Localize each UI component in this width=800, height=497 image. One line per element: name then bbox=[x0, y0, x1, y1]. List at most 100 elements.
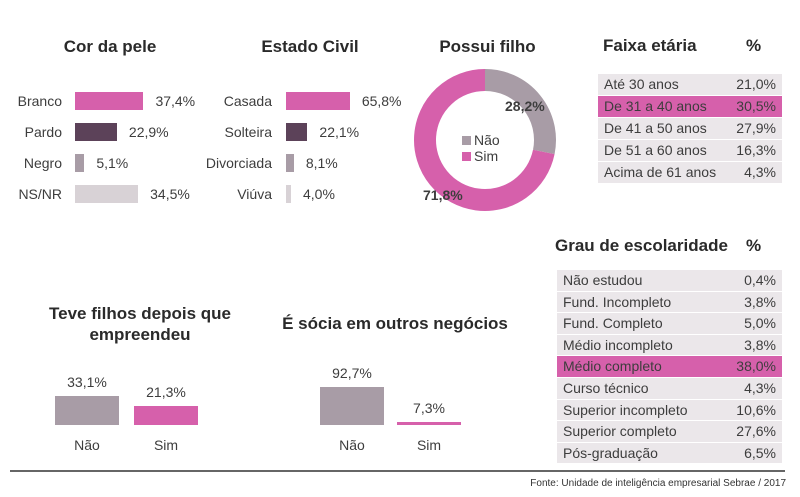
chart-title-cor-da-pele: Cor da pele bbox=[63, 37, 157, 56]
bar-value-nao: 33,1% bbox=[67, 374, 107, 391]
bar-value-solteira: 22,1% bbox=[319, 124, 360, 140]
bar-value-negro: 5,1% bbox=[96, 155, 129, 171]
bar-label-negro: Negro bbox=[23, 155, 62, 171]
table-header-percent-escolaridade: % bbox=[746, 236, 762, 255]
bar-label-divorciada: Divorciada bbox=[205, 155, 272, 171]
bar-value-viuva: 4,0% bbox=[303, 186, 335, 202]
row-value: 21,0% bbox=[736, 76, 776, 92]
bar-value-divorciada: 8,1% bbox=[305, 155, 338, 171]
row-label: Até 30 anos bbox=[604, 76, 679, 92]
row-value: 6,5% bbox=[744, 444, 776, 461]
row-value: 3,8% bbox=[744, 336, 776, 353]
row-label: Médio incompleto bbox=[563, 336, 673, 353]
table-row: Superior completo 27,6% bbox=[557, 421, 782, 443]
bar-value-ns-nr: 34,5% bbox=[150, 186, 190, 202]
table-row: De 41 a 50 anos 27,9% bbox=[598, 118, 782, 140]
bar-value-branco: 37,4% bbox=[155, 93, 196, 109]
donut-slice-nao bbox=[484, 69, 556, 155]
legend-label-sim: Sim bbox=[474, 148, 499, 164]
bar-pardo bbox=[75, 123, 117, 141]
legend-entry-sim: Sim bbox=[462, 148, 500, 164]
table-row: De 51 a 60 anos 16,3% bbox=[598, 140, 782, 162]
bar-sim bbox=[397, 422, 461, 425]
bar-ns-nr bbox=[75, 185, 139, 203]
row-label: De 41 a 50 anos bbox=[604, 120, 707, 136]
row-value: 38,0% bbox=[736, 358, 776, 375]
row-value: 27,6% bbox=[736, 423, 776, 440]
table-row: Fund. Incompleto 3,8% bbox=[557, 291, 782, 314]
source-note: Fonte: Unidade de inteligência empresari… bbox=[530, 478, 786, 489]
donut-value-nao: 28,2% bbox=[505, 98, 545, 114]
table-row: De 31 a 40 anos 30,5% bbox=[598, 96, 782, 118]
bar-label-ns-nr: NS/NR bbox=[18, 186, 62, 202]
row-label: De 31 a 40 anos bbox=[604, 98, 707, 114]
row-value: 30,5% bbox=[736, 98, 776, 114]
legend-label-nao: Não bbox=[474, 132, 500, 148]
bar-viuva bbox=[286, 185, 291, 203]
bar-label-solteira: Solteira bbox=[224, 124, 272, 140]
row-label: Curso técnico bbox=[563, 380, 649, 396]
table-row: Fund. Completo 5,0% bbox=[557, 313, 782, 335]
bar-solteira bbox=[286, 123, 308, 141]
donut-value-sim: 71,8% bbox=[423, 187, 463, 203]
table-row: Pós-graduação 6,5% bbox=[557, 442, 782, 465]
table-row: Não estudou 0,4% bbox=[557, 270, 782, 292]
row-label: Médio completo bbox=[563, 358, 662, 375]
chart-title-socia: É sócia em outros negócios bbox=[282, 314, 508, 333]
bar-value-nao: 92,7% bbox=[332, 364, 372, 381]
row-label: Fund. Completo bbox=[563, 315, 663, 332]
legend-swatch-nao bbox=[462, 136, 471, 145]
donut-legend: Não Sim bbox=[462, 132, 500, 164]
bar-negro bbox=[75, 154, 85, 172]
bar-nao bbox=[320, 386, 384, 425]
bar-label-nao: Não bbox=[339, 437, 365, 453]
table-row: Médio incompleto 3,8% bbox=[557, 334, 782, 357]
bar-value-sim: 7,3% bbox=[413, 400, 445, 416]
chart-title-estado-civil: Estado Civil bbox=[261, 37, 359, 56]
table-row: Superior incompleto 10,6% bbox=[557, 399, 782, 422]
bar-label-pardo: Pardo bbox=[24, 124, 62, 140]
row-label: Acima de 61 anos bbox=[604, 164, 717, 180]
table-row: Médio completo 38,0% bbox=[557, 356, 782, 378]
bar-label-sim: Sim bbox=[416, 437, 442, 453]
row-label: Superior incompleto bbox=[563, 401, 688, 418]
bar-casada bbox=[286, 92, 350, 110]
row-value: 16,3% bbox=[736, 142, 776, 158]
chart-title-teve-filhos: Teve filhos depois que empreendeu bbox=[49, 304, 231, 344]
legend-swatch-sim bbox=[462, 152, 471, 161]
bar-value-casada: 65,8% bbox=[361, 93, 402, 109]
bar-value-sim: 21,3% bbox=[146, 384, 186, 401]
table-title-faixa-etaria: Faixa etária bbox=[603, 36, 697, 55]
row-label: Superior completo bbox=[563, 423, 677, 440]
table-header-percent-faixa: % bbox=[746, 36, 762, 55]
bar-label-sim: Sim bbox=[153, 437, 179, 453]
bar-sim bbox=[134, 406, 198, 425]
bar-nao bbox=[55, 396, 119, 425]
row-label: Fund. Incompleto bbox=[563, 293, 672, 310]
bar-value-pardo: 22,9% bbox=[128, 124, 169, 140]
table-title-escolaridade: Grau de escolaridade bbox=[555, 236, 728, 255]
row-value: 5,0% bbox=[744, 315, 776, 332]
footer-divider bbox=[10, 470, 785, 472]
bar-divorciada bbox=[286, 154, 294, 172]
row-label: Não estudou bbox=[563, 272, 643, 288]
bar-label-nao: Não bbox=[74, 437, 100, 453]
chart-possui-filho-donut bbox=[414, 69, 556, 211]
row-value: 10,6% bbox=[736, 401, 776, 418]
bar-label-casada: Casada bbox=[223, 93, 272, 109]
chart-title-possui-filho: Possui filho bbox=[439, 37, 536, 56]
legend-entry-nao: Não bbox=[462, 132, 500, 148]
table-row: Curso técnico 4,3% bbox=[557, 378, 782, 400]
table-row: Acima de 61 anos 4,3% bbox=[598, 162, 782, 184]
row-label: De 51 a 60 anos bbox=[604, 142, 707, 158]
bar-branco bbox=[75, 92, 144, 110]
row-value: 4,3% bbox=[744, 380, 776, 396]
donut-slice-sim bbox=[414, 69, 555, 211]
row-label: Pós-graduação bbox=[563, 444, 658, 461]
bar-label-branco: Branco bbox=[17, 93, 62, 109]
bar-label-viuva: Viúva bbox=[237, 186, 272, 202]
row-value: 4,3% bbox=[744, 164, 776, 180]
row-value: 3,8% bbox=[744, 293, 776, 310]
row-value: 0,4% bbox=[744, 272, 776, 288]
row-value: 27,9% bbox=[736, 120, 776, 136]
